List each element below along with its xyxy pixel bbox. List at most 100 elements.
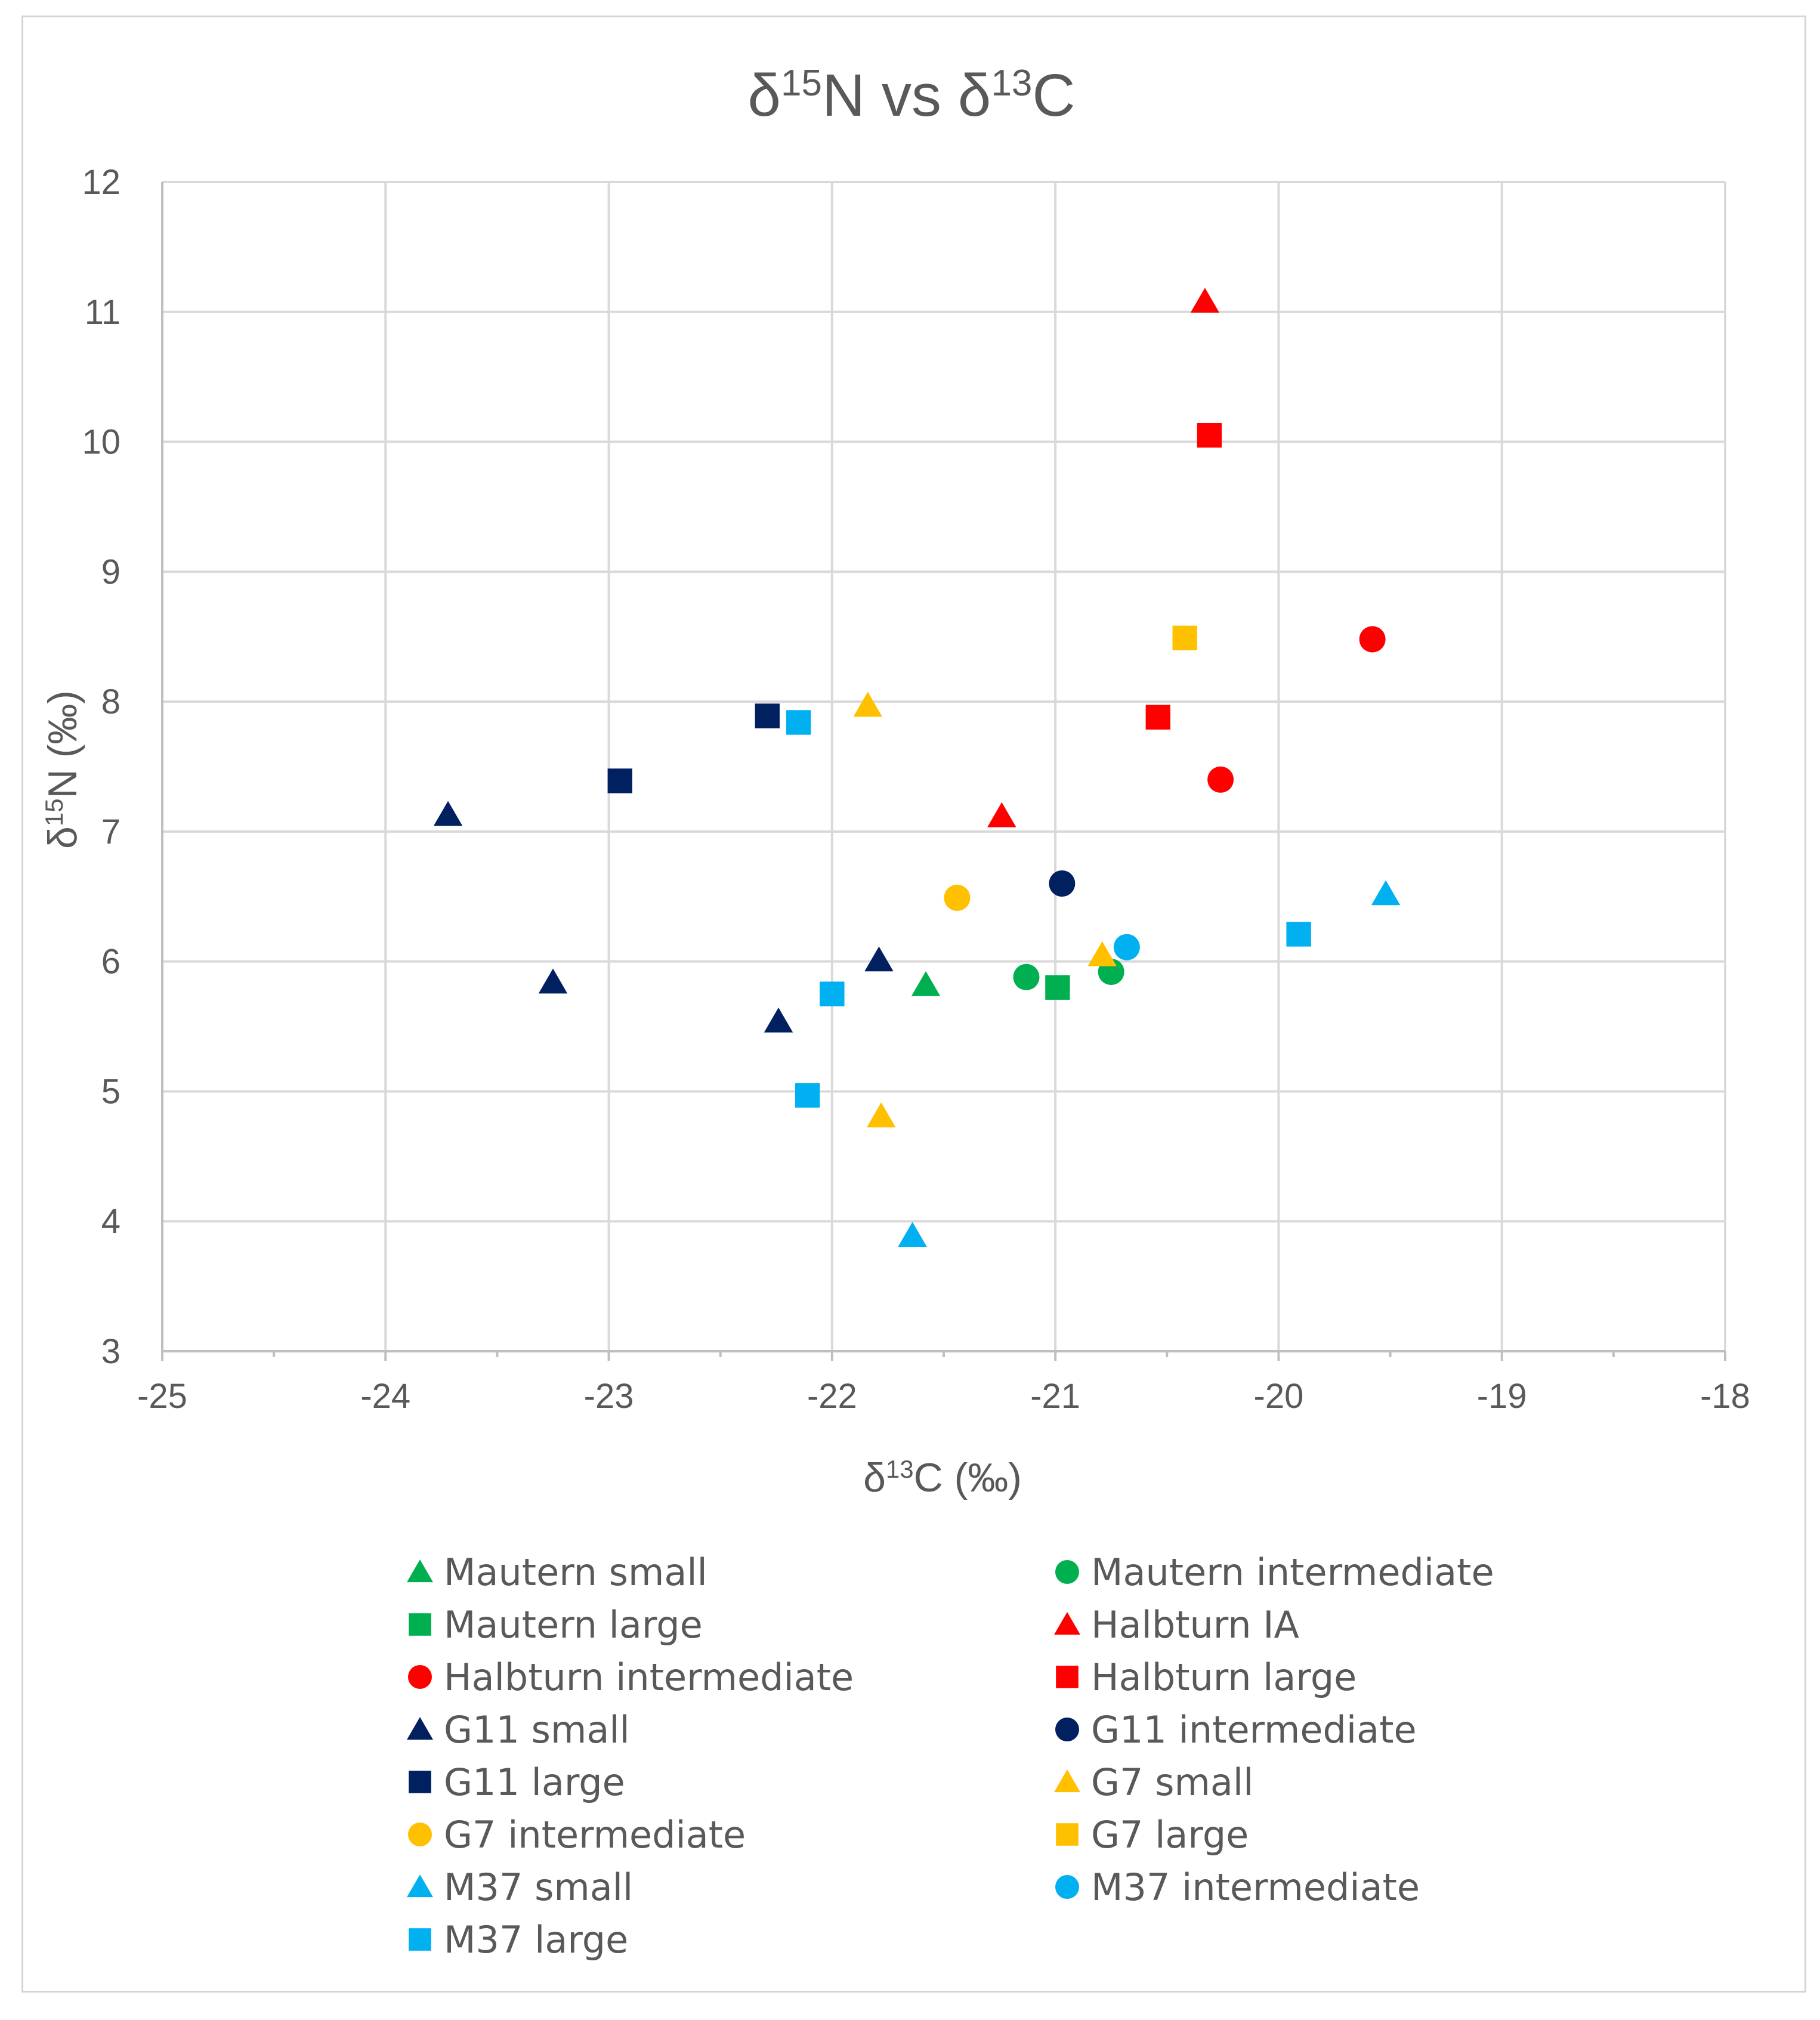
x-tick-label: -21 <box>1030 1377 1080 1416</box>
legend-label: G7 intermediate <box>444 1813 746 1857</box>
data-point <box>1359 626 1386 653</box>
data-point <box>795 1083 820 1108</box>
legend-marker <box>409 1771 431 1793</box>
legend-marker <box>1055 1875 1079 1899</box>
data-point <box>1145 705 1170 730</box>
legend-marker <box>1054 1769 1080 1793</box>
y-tick-label: 3 <box>101 1332 120 1371</box>
legend-marker <box>407 1717 433 1740</box>
legend-label: G11 small <box>444 1708 630 1752</box>
y-tick-label: 10 <box>82 423 120 462</box>
legend-marker <box>407 1874 433 1898</box>
axis-ticks: 3 4 5 6 7 8 9 10 11 12 -25 -24 -23 -22 -21 -20 -19 -18 <box>82 163 1750 1416</box>
axes <box>161 182 1725 1352</box>
legend-label: Halbturn IA <box>1091 1603 1299 1647</box>
data-point <box>786 710 811 735</box>
legend-marker <box>408 1665 432 1689</box>
legend-marker <box>1056 1823 1079 1846</box>
y-tick-label: 8 <box>101 682 120 721</box>
y-tick-label: 7 <box>101 813 120 851</box>
legend-label: G7 small <box>1091 1760 1253 1804</box>
legend-entry: Mautern small <box>407 1550 707 1594</box>
legend-marker <box>409 1613 431 1636</box>
y-tick-label: 4 <box>101 1202 120 1241</box>
legend-label: Mautern large <box>444 1603 703 1647</box>
legend: Mautern small Mautern intermediate Mautern… <box>407 1550 1494 1962</box>
data-point <box>1013 963 1040 990</box>
y-tick-label: 6 <box>101 943 120 981</box>
x-tick-label: -20 <box>1254 1377 1304 1416</box>
data-point <box>1049 870 1076 897</box>
data-point <box>1113 934 1140 960</box>
legend-label: M37 large <box>444 1918 628 1962</box>
data-point <box>1197 422 1222 448</box>
legend-label: G11 large <box>444 1760 625 1804</box>
gridlines <box>162 181 1726 1351</box>
legend-entry: G7 small <box>1054 1760 1253 1804</box>
y-axis-title: δ15N (‰) <box>40 690 86 849</box>
legend-entry: G11 intermediate <box>1055 1708 1417 1752</box>
data-point <box>987 802 1016 827</box>
legend-entry: Mautern large <box>409 1603 703 1647</box>
y-tick-label: 11 <box>85 293 120 332</box>
data-point <box>607 768 632 793</box>
legend-entry: G7 intermediate <box>408 1813 746 1857</box>
data-point <box>820 981 845 1006</box>
data-point <box>898 1222 927 1247</box>
legend-label: Mautern small <box>444 1550 707 1594</box>
chart-title: δ15N vs δ13C <box>747 62 1075 129</box>
data-point <box>1045 975 1070 1000</box>
legend-entry: G7 large <box>1056 1813 1249 1857</box>
x-axis-title: δ13C (‰) <box>863 1455 1022 1501</box>
legend-label: G11 intermediate <box>1091 1708 1417 1752</box>
y-tick-label: 12 <box>82 163 120 202</box>
legend-marker <box>1055 1718 1079 1741</box>
data-point <box>1371 880 1401 906</box>
legend-marker <box>1054 1612 1080 1635</box>
legend-marker <box>409 1928 431 1951</box>
data-point <box>864 946 894 972</box>
legend-entry: Halbturn intermediate <box>408 1655 854 1699</box>
data-point <box>867 1102 896 1128</box>
legend-marker <box>407 1559 433 1583</box>
legend-marker <box>408 1823 432 1846</box>
x-tick-label: -18 <box>1700 1377 1750 1416</box>
data-point <box>1172 625 1197 651</box>
legend-entry: Mautern intermediate <box>1055 1550 1494 1594</box>
legend-entry: Halbturn large <box>1056 1655 1356 1699</box>
x-tick-label: -19 <box>1477 1377 1527 1416</box>
y-tick-label: 9 <box>101 552 120 591</box>
legend-label: G7 large <box>1091 1813 1249 1857</box>
data-point <box>1207 766 1234 793</box>
data-point <box>1286 922 1311 947</box>
legend-label: Mautern intermediate <box>1091 1550 1494 1594</box>
data-point <box>1190 288 1220 313</box>
data-point <box>538 968 568 994</box>
data-point <box>764 1007 793 1033</box>
legend-entry: Halbturn IA <box>1054 1603 1299 1647</box>
data-point <box>1087 941 1117 966</box>
legend-label: Halbturn large <box>1091 1655 1356 1699</box>
y-tick-label: 5 <box>101 1072 120 1111</box>
x-tick-label: -22 <box>807 1377 857 1416</box>
legend-label: M37 small <box>444 1865 633 1909</box>
legend-entry: M37 large <box>409 1918 628 1962</box>
x-tick-label: -25 <box>137 1377 187 1416</box>
legend-entry: G11 small <box>407 1708 630 1752</box>
x-tick-label: -24 <box>360 1377 410 1416</box>
data-point <box>853 691 882 717</box>
legend-label: Halbturn intermediate <box>444 1655 854 1699</box>
data-point <box>433 801 463 826</box>
legend-entry: G11 large <box>409 1760 625 1804</box>
legend-entry: M37 small <box>407 1865 633 1909</box>
data-point <box>755 703 780 728</box>
legend-marker <box>1056 1666 1079 1688</box>
data-point <box>911 971 941 996</box>
x-tick-label: -23 <box>584 1377 634 1416</box>
data-points <box>433 288 1401 1247</box>
legend-entry: M37 intermediate <box>1055 1865 1420 1909</box>
legend-marker <box>1055 1560 1079 1584</box>
data-point <box>944 884 971 911</box>
legend-label: M37 intermediate <box>1091 1865 1420 1909</box>
